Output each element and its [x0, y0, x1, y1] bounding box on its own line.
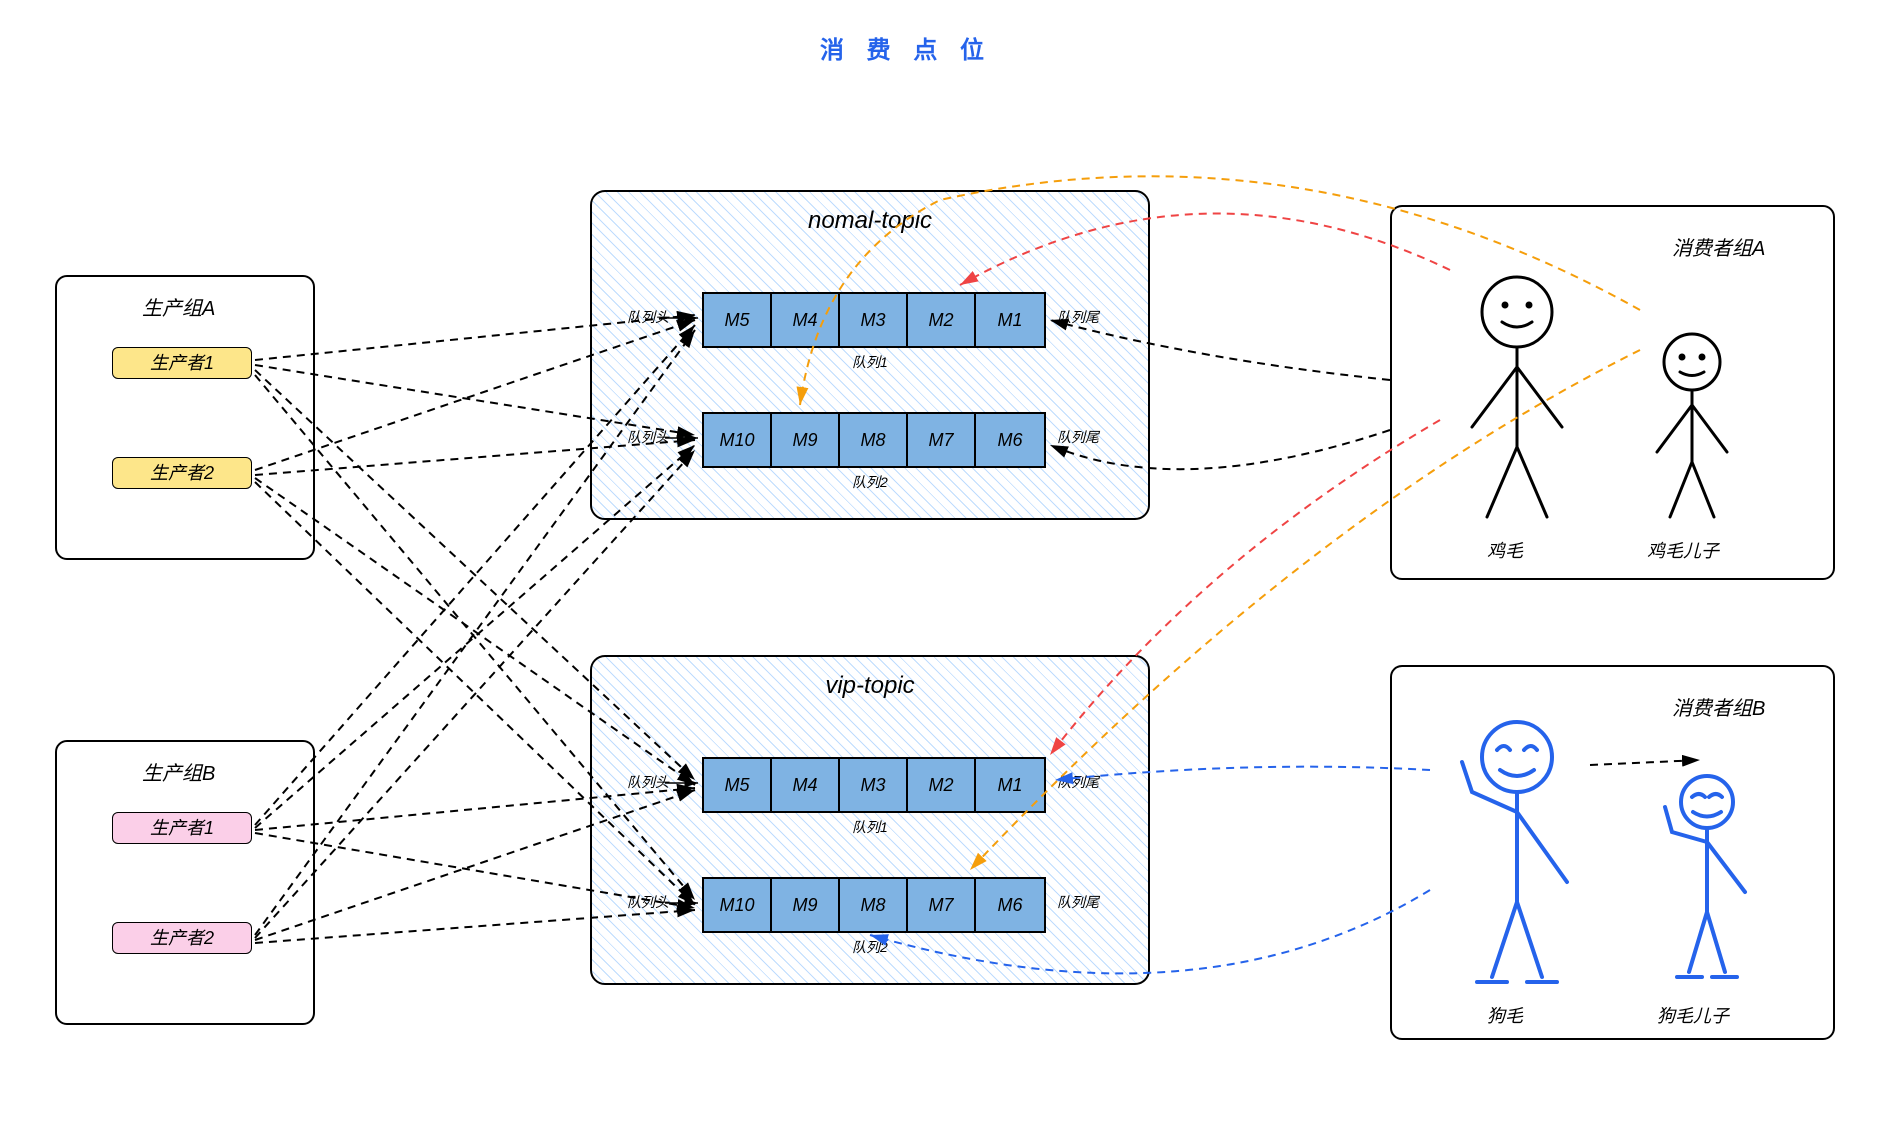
t1q1-head-label: 队列头 [627, 892, 669, 912]
diagram-canvas: 消 费 点 位 生产组A 生产者1 生产者2 生产组B 生产者1 生产者2 no… [0, 0, 1903, 1135]
t0q0-c0: M5 [704, 294, 772, 346]
consumer-b0-name: 狗毛 [1487, 1002, 1523, 1028]
t1q0-c1: M4 [772, 759, 840, 811]
t0q0-c1: M4 [772, 294, 840, 346]
t0q1-head-label: 队列头 [627, 427, 669, 447]
consumer-a0-figure-icon [1442, 267, 1592, 527]
t0q0-tail-label: 队列尾 [1057, 307, 1099, 327]
t0q0-c2: M3 [840, 294, 908, 346]
producer-a2: 生产者2 [112, 457, 252, 489]
t0q0-name-label: 队列1 [852, 352, 888, 372]
t0q1-c4: M6 [976, 414, 1044, 466]
producer-a1: 生产者1 [112, 347, 252, 379]
t1q0-c2: M3 [840, 759, 908, 811]
producer-b2: 生产者2 [112, 922, 252, 954]
t1q0-c0: M5 [704, 759, 772, 811]
consumer-group-b-box: 消费者组B 狗毛 [1390, 665, 1835, 1040]
t0q1-c0: M10 [704, 414, 772, 466]
t1q1-c2: M8 [840, 879, 908, 931]
producer-group-a-box: 生产组A 生产者1 生产者2 [55, 275, 315, 560]
topic-normal-box: nomal-topic 队列头 M5 M4 M3 M2 M1 队列尾 队列1 队… [590, 190, 1150, 520]
consumer-group-b-label: 消费者组B [1672, 692, 1765, 721]
t1q0-name-label: 队列1 [852, 817, 888, 837]
t0q1-c2: M8 [840, 414, 908, 466]
topic-vip-box: vip-topic 队列头 M5 M4 M3 M2 M1 队列尾 队列1 队列头… [590, 655, 1150, 985]
t0q1-tail-label: 队列尾 [1057, 427, 1099, 447]
producer-group-a-label: 生产组A [142, 292, 215, 321]
t0q1-name-label: 队列2 [852, 472, 888, 492]
consumer-a1-name: 鸡毛儿子 [1647, 537, 1719, 563]
consumer-group-a-box: 消费者组A 鸡毛 [1390, 205, 1835, 580]
page-title: 消 费 点 位 [820, 30, 992, 65]
t1q1-c0: M10 [704, 879, 772, 931]
t0q1-c3: M7 [908, 414, 976, 466]
t1q1-row: M10 M9 M8 M7 M6 [702, 877, 1046, 933]
t0q1-row: M10 M9 M8 M7 M6 [702, 412, 1046, 468]
topic-vip-title: vip-topic [592, 672, 1148, 700]
consumer-a1-figure-icon [1632, 327, 1752, 527]
consumer-b1-figure-icon [1647, 767, 1767, 987]
t1q1-c4: M6 [976, 879, 1044, 931]
consumer-b0-figure-icon [1442, 712, 1592, 992]
t1q0-head-label: 队列头 [627, 772, 669, 792]
t1q1-tail-label: 队列尾 [1057, 892, 1099, 912]
t0q1-c1: M9 [772, 414, 840, 466]
producer-b1: 生产者1 [112, 812, 252, 844]
consumer-a0-name: 鸡毛 [1487, 537, 1523, 563]
producer-group-b-box: 生产组B 生产者1 生产者2 [55, 740, 315, 1025]
t1q1-name-label: 队列2 [852, 937, 888, 957]
t1q1-c1: M9 [772, 879, 840, 931]
t0q0-c4: M1 [976, 294, 1044, 346]
t1q0-c4: M1 [976, 759, 1044, 811]
t0q0-c3: M2 [908, 294, 976, 346]
topic-normal-title: nomal-topic [592, 207, 1148, 235]
consumer-b1-name: 狗毛儿子 [1657, 1002, 1729, 1028]
t0q0-row: M5 M4 M3 M2 M1 [702, 292, 1046, 348]
t1q0-row: M5 M4 M3 M2 M1 [702, 757, 1046, 813]
t1q0-tail-label: 队列尾 [1057, 772, 1099, 792]
t1q1-c3: M7 [908, 879, 976, 931]
consumer-group-a-label: 消费者组A [1672, 232, 1765, 261]
t1q0-c3: M2 [908, 759, 976, 811]
producer-group-b-label: 生产组B [142, 757, 215, 786]
t0q0-head-label: 队列头 [627, 307, 669, 327]
